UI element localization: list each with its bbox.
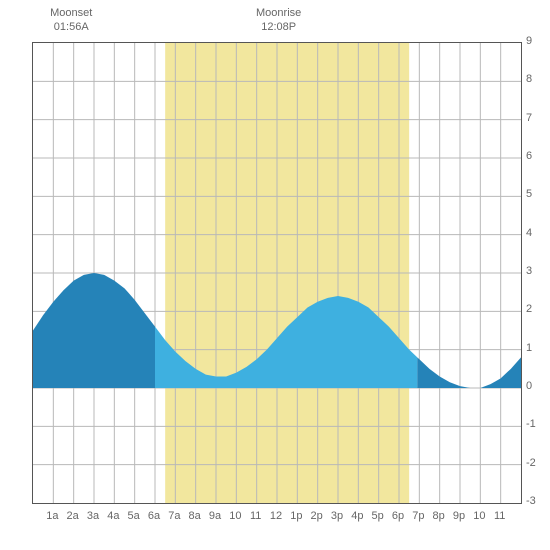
- annotation-title: Moonrise: [249, 6, 309, 20]
- y-axis-tick-label: 4: [526, 227, 544, 239]
- annotation-title: Moonset: [41, 6, 101, 20]
- y-axis-tick-label: -3: [526, 495, 544, 507]
- x-axis-tick-label: 11: [494, 510, 505, 522]
- y-axis-tick-label: 8: [526, 73, 544, 85]
- y-axis-tick-label: 0: [526, 380, 544, 392]
- moonrise-annotation: Moonrise12:08P: [249, 6, 309, 34]
- x-axis-tick-label: 2a: [67, 510, 79, 522]
- y-axis-tick-label: -2: [526, 457, 544, 469]
- x-axis-tick-label: 6a: [148, 510, 160, 522]
- y-axis-tick-label: 6: [526, 150, 544, 162]
- x-axis-tick-label: 7p: [412, 510, 424, 522]
- y-axis-tick-label: 2: [526, 303, 544, 315]
- x-axis-tick-label: 9p: [453, 510, 465, 522]
- y-axis-tick-label: 1: [526, 342, 544, 354]
- tide-chart: Moonset01:56AMoonrise12:08P -3-2-1012345…: [0, 0, 550, 550]
- annotation-time: 01:56A: [41, 20, 101, 34]
- x-axis-tick-label: 7a: [168, 510, 180, 522]
- x-axis-tick-label: 3a: [87, 510, 99, 522]
- x-axis-tick-label: 11: [250, 510, 261, 522]
- x-axis-tick-label: 5p: [372, 510, 384, 522]
- plot-area: [32, 42, 522, 504]
- x-axis-tick-label: 8a: [189, 510, 201, 522]
- x-axis-tick-label: 5a: [128, 510, 140, 522]
- y-axis-tick-label: 3: [526, 265, 544, 277]
- x-axis-tick-label: 4a: [107, 510, 119, 522]
- x-axis-tick-label: 2p: [311, 510, 323, 522]
- y-axis-tick-label: 9: [526, 35, 544, 47]
- x-axis-tick-label: 6p: [392, 510, 404, 522]
- x-axis-tick-label: 9a: [209, 510, 221, 522]
- x-axis-tick-label: 10: [473, 510, 485, 522]
- chart-svg: [33, 43, 521, 503]
- x-axis-tick-label: 1p: [290, 510, 302, 522]
- x-axis-tick-label: 3p: [331, 510, 343, 522]
- x-axis-tick-label: 12: [270, 510, 282, 522]
- y-axis-tick-label: -1: [526, 418, 544, 430]
- x-axis-tick-label: 10: [229, 510, 241, 522]
- x-axis-tick-label: 1a: [46, 510, 58, 522]
- x-axis-tick-label: 8p: [433, 510, 445, 522]
- y-axis-tick-label: 7: [526, 112, 544, 124]
- annotation-time: 12:08P: [249, 20, 309, 34]
- x-axis-tick-label: 4p: [351, 510, 363, 522]
- y-axis-tick-label: 5: [526, 188, 544, 200]
- moonset-annotation: Moonset01:56A: [41, 6, 101, 34]
